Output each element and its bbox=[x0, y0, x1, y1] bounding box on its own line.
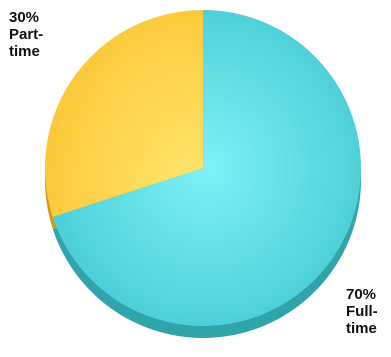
slice-label-full-time-line1: Full- bbox=[346, 303, 378, 320]
slice-label-full-time-value: 70% bbox=[346, 286, 377, 303]
slice-label-part-time-value: 30% bbox=[9, 9, 40, 26]
slice-label-part-time-line2: time bbox=[9, 43, 40, 60]
pie-slice-part-time bbox=[44, 10, 203, 217]
slice-label-full-time-line2: time bbox=[346, 320, 377, 337]
slice-label-full-time: 70% Full- time bbox=[346, 286, 378, 337]
pie-tops bbox=[44, 10, 361, 326]
slice-label-part-time-line1: Part- bbox=[9, 26, 44, 43]
pie-slice-full-time bbox=[52, 10, 361, 326]
slice-label-part-time: 30% Part- time bbox=[9, 9, 43, 60]
